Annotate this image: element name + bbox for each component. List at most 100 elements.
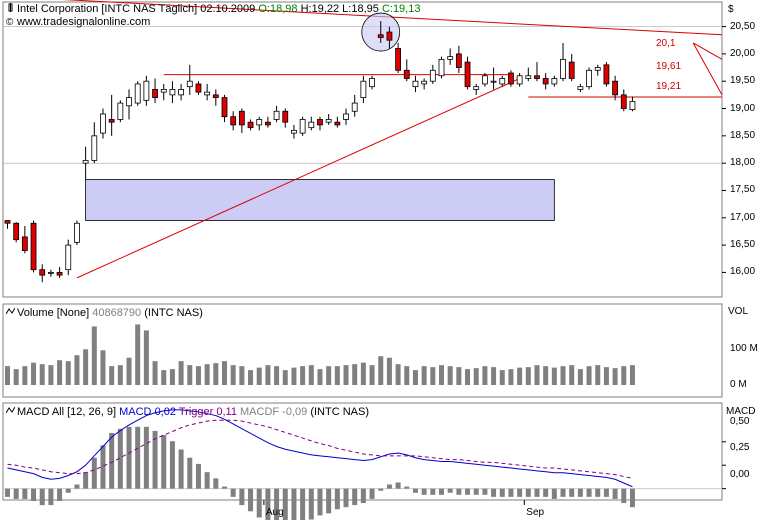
volume-bar	[473, 368, 479, 385]
volume-bar	[439, 365, 444, 385]
candle-body	[21, 236, 28, 251]
volume-bar	[195, 366, 201, 385]
volume-bar	[282, 370, 288, 385]
volume-bar	[603, 367, 609, 385]
candle-body	[620, 94, 627, 109]
volume-bar	[308, 365, 314, 385]
candle-body	[325, 119, 332, 123]
macd-histogram-bar	[13, 488, 19, 499]
resistance-20-1	[692, 42, 723, 60]
macd-histogram-bar	[74, 484, 80, 489]
macd-histogram-bar	[551, 488, 557, 499]
candle-body	[594, 67, 601, 71]
macd-histogram-bar	[447, 488, 453, 493]
volume-bar	[386, 357, 392, 385]
macd-histogram-bar	[22, 488, 28, 499]
macd-icon	[6, 406, 15, 417]
volume-icon	[6, 307, 15, 318]
volume-bar	[508, 369, 514, 385]
price-tick-label: 20,50	[730, 20, 756, 32]
macd-histogram-bar	[195, 463, 201, 489]
macd-histogram-bar	[48, 488, 54, 506]
volume-bar	[360, 362, 366, 385]
macd-histogram-bar	[178, 449, 184, 489]
candle-body	[291, 129, 297, 134]
volume-bar	[334, 366, 340, 385]
macd-histogram-bar	[31, 488, 37, 501]
macd-histogram-bar	[248, 488, 254, 512]
price-tick-label: 19,00	[730, 102, 756, 114]
candle-body	[238, 110, 245, 126]
volume-bar	[447, 366, 453, 385]
macd-histogram-bar	[525, 488, 531, 497]
candle-body	[39, 269, 46, 276]
candle-body	[603, 64, 610, 85]
macd-histogram-bar	[100, 445, 106, 489]
candle-body	[612, 80, 618, 96]
candle-body	[74, 222, 80, 243]
volume-bar	[143, 330, 149, 385]
macd-histogram-bar	[543, 488, 549, 497]
candle-body	[273, 110, 280, 120]
volume-bar	[595, 365, 601, 385]
candle-body	[256, 119, 263, 126]
macd-histogram-bar	[57, 488, 63, 501]
candle-body	[343, 113, 349, 120]
macd-histogram-bar	[135, 426, 141, 489]
candle-body	[386, 31, 393, 41]
macd-symbol: (INTC NAS)	[310, 406, 369, 418]
volume-bar	[100, 350, 106, 385]
macd-histogram-bar	[265, 488, 271, 520]
macd-histogram-bar	[143, 426, 149, 489]
resistance-upper	[62, 0, 723, 36]
candle-body	[412, 80, 419, 88]
candle-body	[525, 75, 532, 79]
volume-bar	[48, 365, 54, 385]
volume-bar	[5, 366, 10, 385]
candle-body	[577, 86, 584, 90]
volume-bar	[569, 365, 575, 385]
support-zone	[85, 179, 555, 221]
volume-bar	[265, 365, 271, 385]
volume-bar	[117, 365, 123, 385]
volume-tick-0: 0 M	[730, 379, 747, 390]
candle-body	[117, 102, 124, 120]
price-tick-label: 16,00	[730, 266, 756, 278]
macd-histogram-bar	[612, 488, 618, 499]
volume-bar	[109, 366, 115, 385]
time-tick-label: Sep	[526, 507, 545, 518]
volume-bar	[517, 367, 523, 385]
volume-bar	[499, 370, 505, 385]
candle-body	[13, 222, 20, 241]
volume-bar	[586, 366, 592, 385]
volume-value: 40868790	[92, 307, 142, 319]
candlestick-icon	[6, 3, 15, 14]
macd-histogram-bar	[91, 457, 97, 489]
candle-body	[82, 160, 89, 164]
candle-body	[178, 89, 185, 96]
volume-bar	[300, 366, 306, 385]
header-date: 02.10.2009	[200, 3, 256, 15]
candle-body	[108, 119, 115, 123]
trigger-label: Trigger	[178, 406, 214, 418]
volume-bar	[621, 366, 627, 385]
volume-bar	[13, 369, 19, 385]
candle-body	[212, 94, 219, 99]
volume-bar	[135, 324, 141, 385]
macd-tick-000: 0,00	[730, 469, 750, 480]
macd-histogram-bar	[39, 488, 45, 506]
resistance-19-61	[692, 42, 723, 96]
candle-body	[586, 69, 592, 88]
macd-histogram-bar	[109, 432, 115, 489]
volume-bar	[230, 365, 236, 385]
candle-body	[100, 113, 106, 134]
macd-histogram-bar	[187, 457, 193, 489]
close-value: 19,13	[392, 3, 421, 15]
macd-histogram-bar	[369, 488, 375, 499]
macd-histogram-bar	[404, 486, 410, 489]
volume-bar	[404, 366, 410, 385]
volume-bar	[213, 363, 219, 385]
macd-histogram-bar	[465, 488, 471, 495]
macd-histogram-bar	[256, 488, 262, 518]
